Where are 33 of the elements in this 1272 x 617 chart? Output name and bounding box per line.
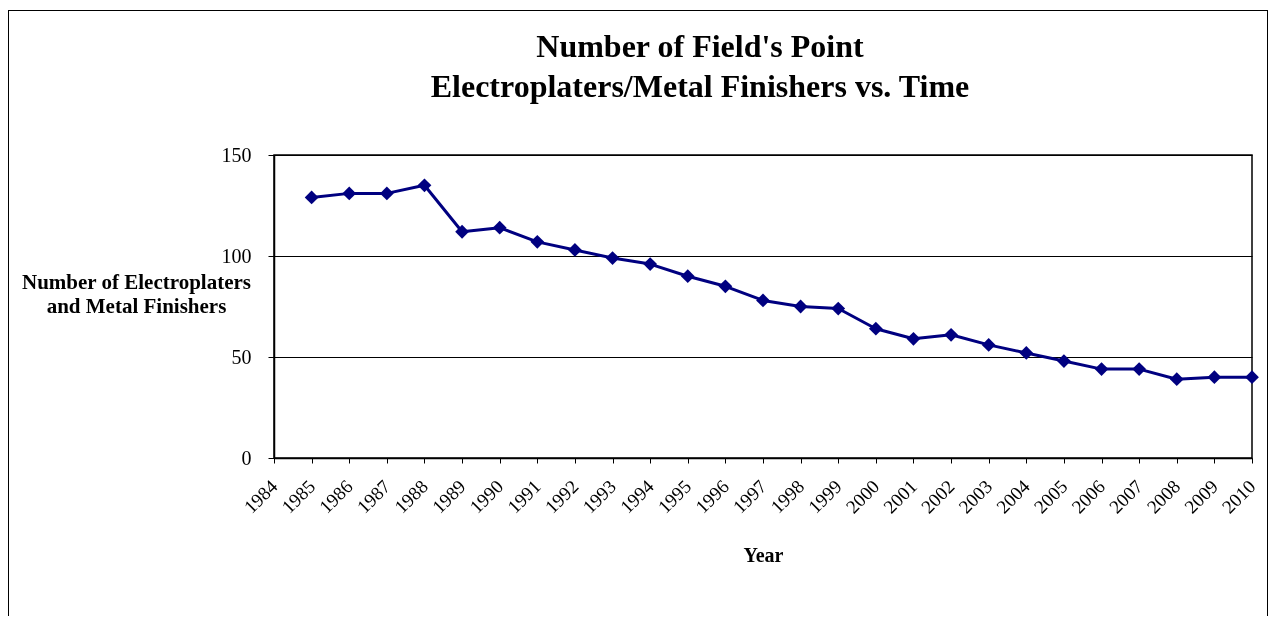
y-tick-label: 100: [221, 244, 252, 267]
point: [455, 224, 469, 239]
point: [530, 234, 545, 249]
point: [1245, 370, 1259, 385]
y-tick-label: 50: [231, 345, 252, 368]
point: [304, 190, 319, 205]
point: [756, 293, 770, 308]
y-axis-title: Number of Electroplaters and Metal Finishers: [21, 269, 252, 318]
point: [492, 220, 507, 235]
y-tick-label: 0: [241, 446, 252, 469]
point: [1057, 354, 1071, 368]
point: [718, 279, 733, 294]
point: [1094, 362, 1109, 377]
point: [906, 331, 921, 346]
point: [342, 186, 357, 201]
point: [643, 257, 658, 271]
point: [831, 301, 846, 316]
y-tick-label: 150: [221, 143, 252, 166]
point: [1132, 362, 1147, 377]
chart-title: Number of Field's Point Electroplaters/Metal Finishers vs. Time: [430, 28, 970, 104]
point: [379, 186, 394, 201]
x-axis-title: Year: [743, 544, 784, 567]
point: [1019, 346, 1034, 360]
point: [793, 299, 808, 314]
point: [605, 251, 620, 265]
point: [981, 337, 996, 352]
point: [680, 269, 695, 284]
point: [868, 321, 883, 336]
point: [417, 178, 432, 193]
point: [568, 243, 582, 257]
point: [1169, 372, 1184, 387]
point: [1207, 370, 1222, 385]
point: [944, 327, 958, 342]
